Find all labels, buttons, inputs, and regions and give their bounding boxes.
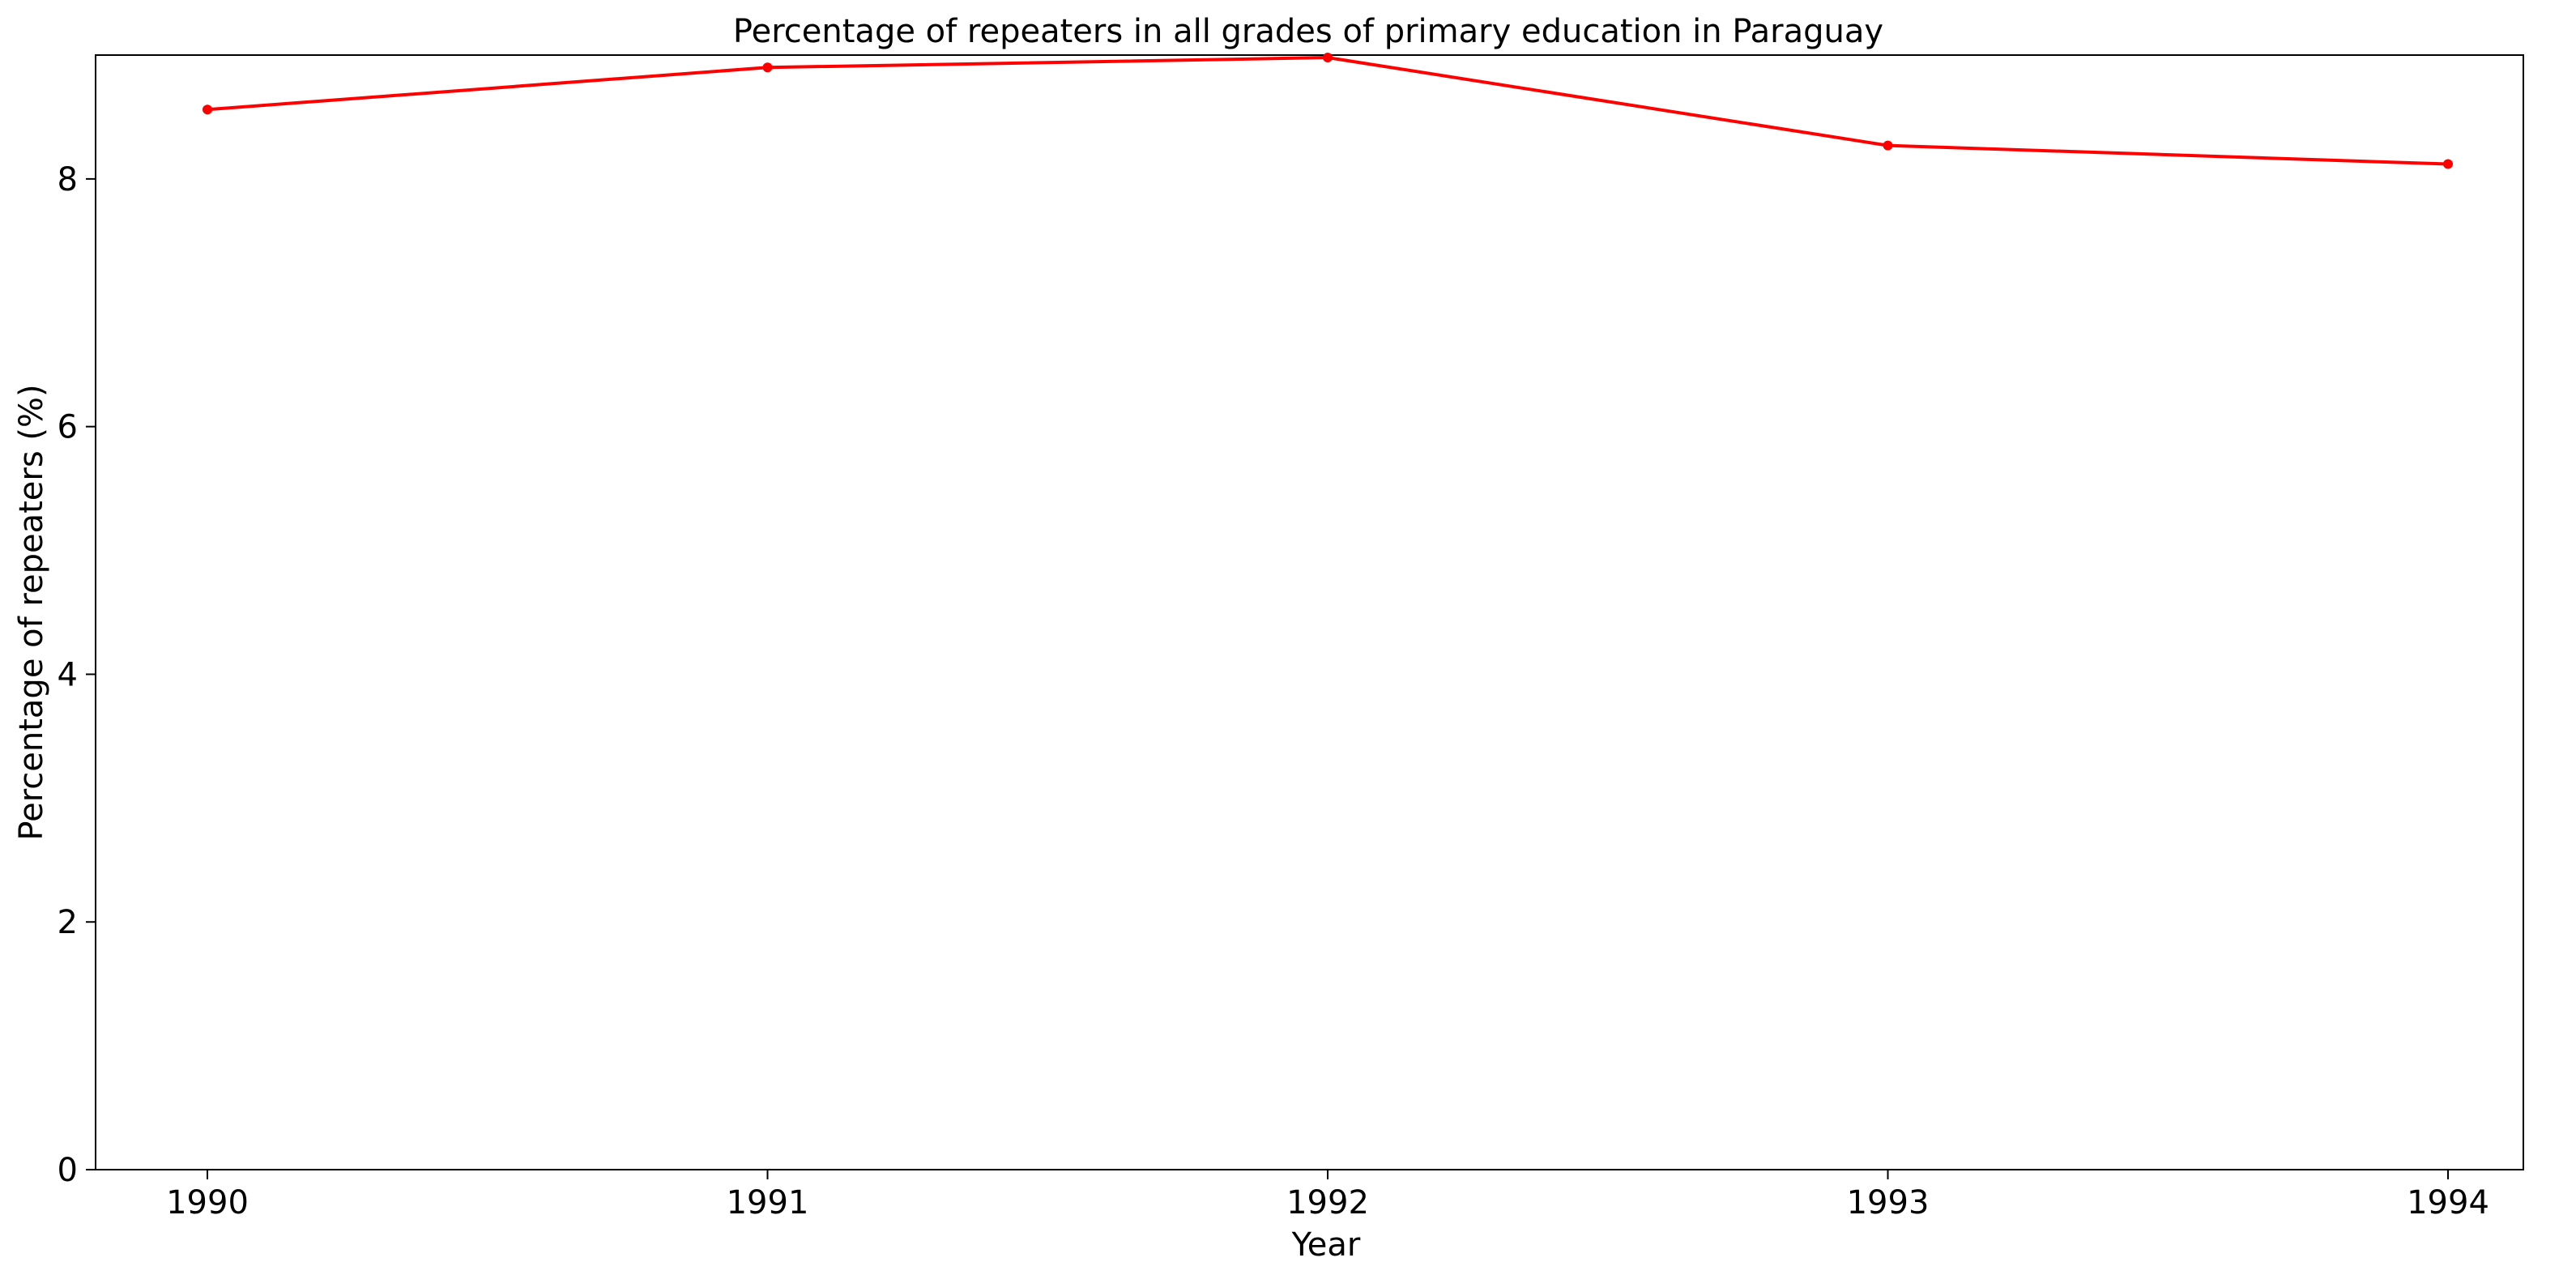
y-tick-label: 4: [58, 656, 78, 693]
x-tick-label: 1992: [1286, 1184, 1369, 1221]
y-tick-label: 2: [58, 904, 78, 941]
x-tick-label: 1991: [727, 1184, 809, 1221]
chart-title: Percentage of repeaters in all grades of…: [733, 13, 1883, 50]
data-point: [1883, 140, 1893, 151]
series-layer: [203, 53, 2453, 169]
data-point: [762, 62, 773, 73]
plot-area: [95, 54, 2524, 1170]
y-tick-label: 0: [58, 1152, 78, 1189]
x-tick-label: 1993: [1847, 1184, 1930, 1221]
y-tick-label: 8: [58, 161, 78, 198]
data-point: [1323, 53, 1333, 63]
x-axis: 1990 1991 1992 1993 1994: [166, 1170, 2489, 1221]
x-tick-label: 1994: [2407, 1184, 2489, 1221]
x-tick-label: 1990: [166, 1184, 249, 1221]
y-axis-label: Percentage of repeaters (%): [13, 384, 50, 840]
series-line: [207, 56, 2449, 166]
data-point: [203, 104, 212, 115]
x-axis-label: Year: [1291, 1226, 1361, 1264]
y-axis: 0 2 4 6 8: [58, 161, 96, 1189]
data-point: [2443, 159, 2453, 169]
y-tick-label: 6: [58, 409, 78, 446]
plot-frame: [95, 54, 2524, 1170]
